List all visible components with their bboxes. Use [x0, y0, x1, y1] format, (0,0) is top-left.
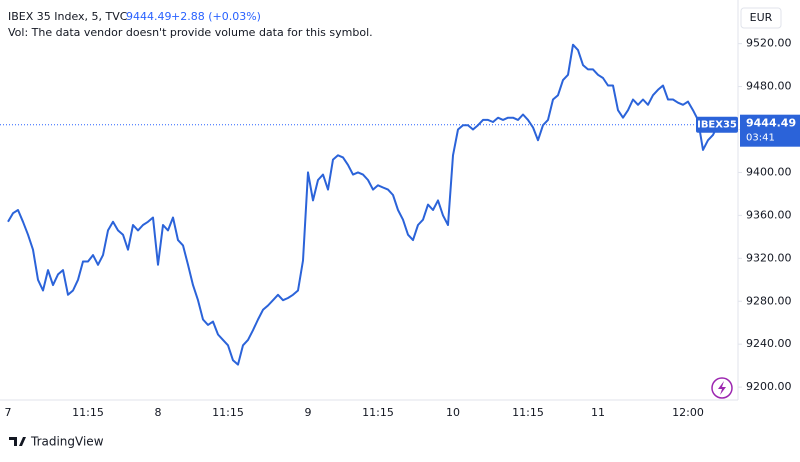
- chart-title: IBEX 35 Index, 5, TVC: [8, 10, 128, 23]
- x-tick-label: 9: [305, 406, 312, 419]
- alert-bolt: [718, 381, 726, 395]
- price-change: +2.88 (+0.03%): [171, 10, 261, 23]
- currency-label[interactable]: EUR: [750, 11, 773, 24]
- symbol-tag: [696, 116, 738, 133]
- symbol-tag-label: IBEX35: [697, 120, 737, 131]
- x-tick-label: 8: [155, 406, 162, 419]
- y-tick-label: 9400.00: [746, 165, 792, 178]
- price-line: [7, 43, 719, 366]
- brand-name: TradingView: [30, 435, 104, 449]
- volume-note: Vol: The data vendor doesn't provide vol…: [8, 26, 373, 39]
- price-tag-countdown: 03:41: [746, 133, 775, 144]
- y-tick-label: 9320.00: [746, 251, 792, 264]
- price-tag: [740, 114, 800, 147]
- price-tag-value: 9444.49: [746, 117, 796, 130]
- x-tick-label: 11:15: [512, 406, 544, 419]
- x-tick-label: 11: [591, 406, 605, 419]
- x-tick-label: 7: [5, 406, 12, 419]
- y-tick-label: 9480.00: [746, 80, 792, 93]
- last-price: 9444.49: [126, 10, 172, 23]
- x-tick-label: 12:00: [672, 406, 704, 419]
- x-tick-label: 11:15: [212, 406, 244, 419]
- x-tick-label: 11:15: [362, 406, 394, 419]
- y-tick-label: 9520.00: [746, 37, 792, 50]
- x-tick-label: 10: [446, 406, 460, 419]
- y-tick-label: 9360.00: [746, 208, 792, 221]
- brand-logo: [9, 437, 26, 446]
- y-tick-label: 9240.00: [746, 337, 792, 350]
- currency-button[interactable]: [740, 7, 782, 29]
- x-tick-label: 11:15: [72, 406, 104, 419]
- y-tick-label: 9200.00: [746, 380, 792, 393]
- y-tick-label: 9280.00: [746, 294, 792, 307]
